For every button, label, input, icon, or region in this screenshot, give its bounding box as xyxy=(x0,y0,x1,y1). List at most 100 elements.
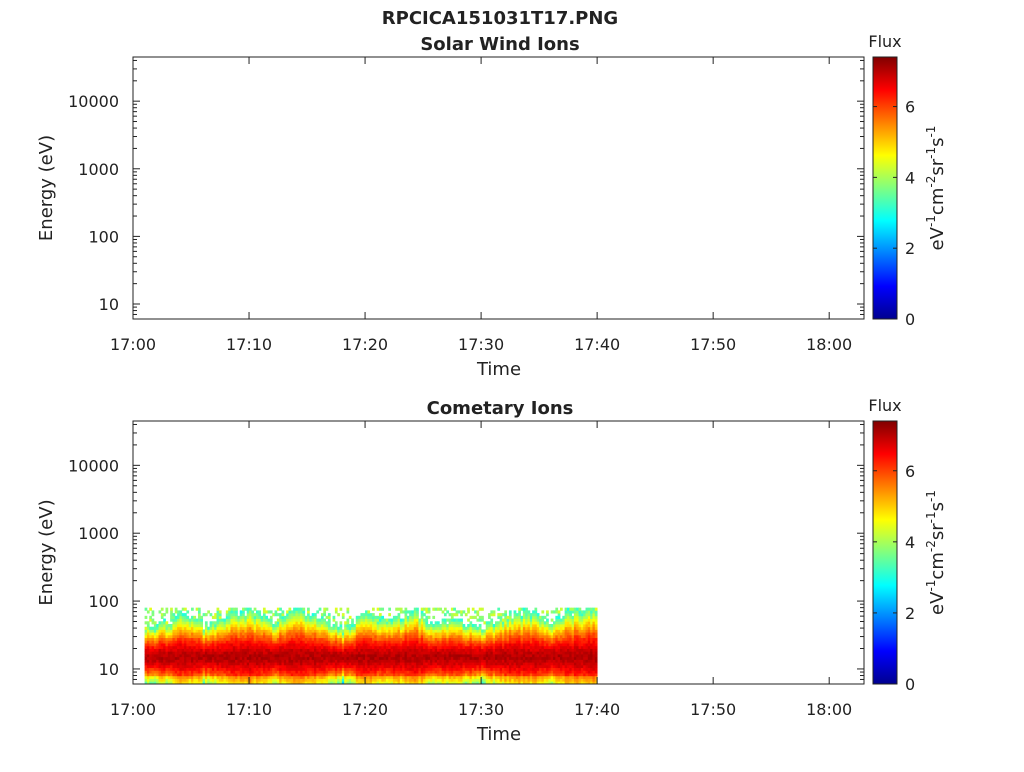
spectrogram-cell xyxy=(367,610,370,613)
spectrogram-cell xyxy=(521,640,524,643)
spectrogram-cell xyxy=(275,635,278,638)
spectrogram-cell xyxy=(295,629,298,632)
spectrogram-cell xyxy=(298,657,301,660)
spectrogram-cell xyxy=(340,624,343,627)
spectrogram-cell xyxy=(156,635,159,638)
spectrogram-cell xyxy=(358,621,361,624)
spectrogram-cell xyxy=(572,608,575,611)
spectrogram-cell xyxy=(574,649,577,652)
spectrogram-cell xyxy=(217,668,220,671)
spectrogram-cell xyxy=(476,643,479,646)
spectrogram-cell xyxy=(537,640,540,643)
spectrogram-cell xyxy=(367,654,370,657)
spectrogram-cell xyxy=(219,613,222,616)
spectrogram-cell xyxy=(423,608,426,611)
spectrogram-cell xyxy=(221,619,224,622)
spectrogram-cell xyxy=(370,619,373,622)
spectrogram-cell xyxy=(184,638,187,641)
spectrogram-cell xyxy=(472,629,475,632)
spectrogram-cell xyxy=(534,627,537,630)
spectrogram-cell xyxy=(302,679,305,682)
spectrogram-cell xyxy=(583,610,586,613)
spectrogram-cell xyxy=(159,638,162,641)
spectrogram-cell xyxy=(469,643,472,646)
spectrogram-cell xyxy=(586,657,589,660)
spectrogram-cell xyxy=(363,646,366,649)
spectrogram-cell xyxy=(507,673,510,676)
spectrogram-cell xyxy=(360,619,363,622)
spectrogram-cell xyxy=(196,668,199,671)
spectrogram-cell xyxy=(149,654,152,657)
spectrogram-cell xyxy=(321,665,324,668)
spectrogram-cell xyxy=(439,662,442,665)
spectrogram-cell xyxy=(476,640,479,643)
spectrogram-cell xyxy=(449,649,452,652)
spectrogram-cell xyxy=(182,624,185,627)
spectrogram-cell xyxy=(579,649,582,652)
spectrogram-cell xyxy=(312,668,315,671)
spectrogram-cell xyxy=(149,679,152,682)
spectrogram-cell xyxy=(244,668,247,671)
spectrogram-cell xyxy=(423,668,426,671)
spectrogram-cell xyxy=(316,670,319,673)
spectrogram-cell xyxy=(251,649,254,652)
spectrogram-cell xyxy=(490,659,493,662)
spectrogram-cell xyxy=(212,668,215,671)
spectrogram-cell xyxy=(423,613,426,616)
spectrogram-cell xyxy=(451,646,454,649)
spectrogram-cell xyxy=(367,657,370,660)
spectrogram-cell xyxy=(367,635,370,638)
spectrogram-cell xyxy=(558,624,561,627)
spectrogram-cell xyxy=(488,627,491,630)
spectrogram-cell xyxy=(207,651,210,654)
spectrogram-cell xyxy=(268,659,271,662)
spectrogram-cell xyxy=(235,670,238,673)
spectrogram-cell xyxy=(418,668,421,671)
spectrogram-cell xyxy=(347,649,350,652)
spectrogram-cell xyxy=(235,668,238,671)
spectrogram-cell xyxy=(530,643,533,646)
spectrogram-cell xyxy=(449,646,452,649)
spectrogram-cell xyxy=(353,668,356,671)
spectrogram-cell xyxy=(186,654,189,657)
spectrogram-cell xyxy=(507,632,510,635)
spectrogram-cell xyxy=(511,659,514,662)
spectrogram-cell xyxy=(237,657,240,660)
spectrogram-cell xyxy=(365,662,368,665)
spectrogram-cell xyxy=(565,638,568,641)
spectrogram-cell xyxy=(235,659,238,662)
spectrogram-cell xyxy=(377,673,380,676)
spectrogram-cell xyxy=(210,643,213,646)
spectrogram-cell xyxy=(398,613,401,616)
spectrogram-cell xyxy=(576,654,579,657)
spectrogram-cell xyxy=(163,632,166,635)
spectrogram-cell xyxy=(553,635,556,638)
spectrogram-cell xyxy=(497,662,500,665)
spectrogram-cell xyxy=(481,651,484,654)
spectrogram-cell xyxy=(534,657,537,660)
spectrogram-cell xyxy=(416,679,419,682)
spectrogram-cell xyxy=(358,651,361,654)
spectrogram-cell xyxy=(286,662,289,665)
spectrogram-cell xyxy=(182,635,185,638)
panel-title: Cometary Ions xyxy=(427,398,574,419)
spectrogram-cell xyxy=(184,646,187,649)
spectrogram-cell xyxy=(358,646,361,649)
spectrogram-cell xyxy=(562,621,565,624)
spectrogram-cell xyxy=(381,616,384,619)
spectrogram-cell xyxy=(335,608,338,611)
spectrogram-cell xyxy=(277,635,280,638)
spectrogram-cell xyxy=(205,657,208,660)
spectrogram-cell xyxy=(534,670,537,673)
spectrogram-cell xyxy=(442,610,445,613)
spectrogram-cell xyxy=(407,621,410,624)
spectrogram-cell xyxy=(569,646,572,649)
spectrogram-cell xyxy=(481,640,484,643)
spectrogram-cell xyxy=(514,638,517,641)
spectrogram-cell xyxy=(384,619,387,622)
spectrogram-cell xyxy=(305,673,308,676)
spectrogram-cell xyxy=(291,624,294,627)
spectrogram-cell xyxy=(411,616,414,619)
spectrogram-cell xyxy=(224,624,227,627)
